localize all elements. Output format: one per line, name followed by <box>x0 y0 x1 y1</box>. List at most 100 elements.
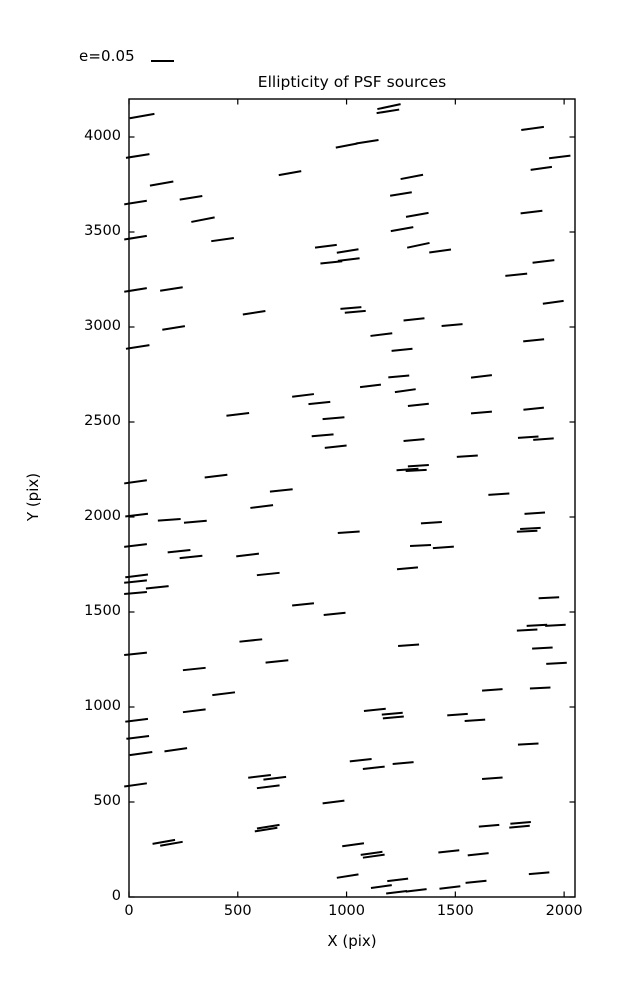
x-tick-label: 1500 <box>436 903 474 919</box>
whisker <box>359 383 382 389</box>
whisker <box>370 332 393 337</box>
y-tick-label: 500 <box>93 793 121 809</box>
whisker <box>389 191 412 197</box>
whisker <box>429 248 452 254</box>
whisker <box>363 707 386 712</box>
whisker <box>478 823 500 828</box>
x-tick-label: 500 <box>223 903 252 919</box>
axis-tick-marks <box>128 99 575 898</box>
whisker <box>523 406 544 411</box>
whisker <box>340 306 362 310</box>
whisker <box>441 323 463 328</box>
x-tick-label: 0 <box>124 903 134 919</box>
whisker <box>520 526 541 530</box>
y-tick-label: 4000 <box>84 128 121 144</box>
whisker <box>322 799 345 805</box>
y-tick-label: 1500 <box>84 603 121 619</box>
whisker <box>400 173 424 181</box>
whisker <box>342 842 365 848</box>
y-tick-label: 2000 <box>84 508 121 524</box>
whisker <box>179 195 203 201</box>
whisker <box>149 180 174 187</box>
whisker <box>124 591 147 595</box>
whisker <box>322 416 345 421</box>
whisker <box>242 309 266 316</box>
whisker <box>236 552 260 558</box>
whisker <box>546 661 567 665</box>
whisker <box>390 226 414 233</box>
whisker <box>377 103 401 111</box>
whisker <box>467 852 489 857</box>
x-tick-label: 2000 <box>545 903 583 919</box>
whisker <box>124 234 147 241</box>
whisker <box>323 611 346 617</box>
whisker <box>509 824 530 829</box>
whisker <box>269 488 293 493</box>
whisker <box>125 717 149 723</box>
page-title: Ellipticity of PSF sources <box>257 73 447 91</box>
whisker <box>382 715 404 720</box>
x-axis-label: X (pix) <box>327 932 377 950</box>
whisker <box>125 512 149 518</box>
legend-scale-label: e=0.05 <box>79 47 135 65</box>
whisker <box>405 888 427 893</box>
whisker <box>191 216 215 223</box>
whisker <box>362 765 385 770</box>
whisker <box>526 623 548 627</box>
whisker <box>360 850 383 856</box>
whisker <box>538 596 560 600</box>
whisker <box>388 374 410 379</box>
whisker <box>532 259 555 264</box>
whisker <box>124 199 147 206</box>
whisker <box>248 773 271 779</box>
y-tick-label: 0 <box>111 888 121 904</box>
whisker <box>409 543 432 548</box>
x-tick-label: 1000 <box>328 903 365 919</box>
whisker <box>528 871 550 876</box>
whisker <box>179 554 203 560</box>
whisker <box>396 566 419 571</box>
whisker <box>432 545 454 550</box>
whisker <box>521 125 545 132</box>
y-tick-label: 1000 <box>84 698 121 714</box>
whisker <box>129 112 155 120</box>
whisker <box>226 412 250 417</box>
whisker <box>129 750 153 757</box>
whisker <box>481 776 503 780</box>
whisker <box>392 761 414 765</box>
whisker <box>532 646 553 650</box>
whisker <box>125 153 150 159</box>
whisker <box>465 879 487 884</box>
whisker <box>523 338 545 343</box>
whisker <box>447 712 468 717</box>
whisker <box>162 325 186 331</box>
whisker <box>157 518 181 522</box>
whisker <box>355 138 379 145</box>
whisker <box>481 688 503 692</box>
whisker <box>256 571 280 577</box>
whisker <box>405 211 429 218</box>
whisker <box>405 468 427 472</box>
axes-frame <box>128 98 576 898</box>
whisker <box>152 838 176 845</box>
y-tick-label: 2500 <box>84 413 121 429</box>
whisker <box>470 374 493 379</box>
whisker <box>160 840 183 847</box>
legend-scale-rule <box>151 60 174 62</box>
whisker <box>407 402 429 407</box>
whisker <box>516 529 538 533</box>
whisker <box>124 651 147 656</box>
whisker <box>370 884 392 890</box>
whisker <box>438 849 460 854</box>
whisker <box>542 299 564 305</box>
whisker <box>124 782 147 788</box>
whisker <box>439 885 461 890</box>
whisker <box>349 758 372 763</box>
whisker <box>510 821 531 825</box>
whisker <box>211 237 234 243</box>
whisker <box>406 241 430 249</box>
axes-border <box>128 98 576 898</box>
whisker <box>256 823 280 830</box>
whisker <box>250 504 274 509</box>
